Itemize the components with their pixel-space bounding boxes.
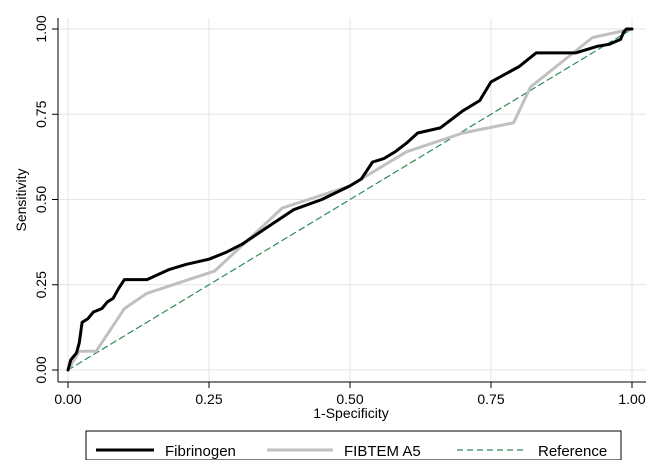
legend-label-fibtem-a5: FIBTEM A5: [344, 443, 421, 460]
x-tick-label: 0.50: [336, 391, 363, 407]
series-line-reference: [67, 28, 633, 371]
x-ticks: 0.00 0.25 0.50 0.75 1.00: [54, 382, 646, 407]
legend-label-fibrinogen: Fibrinogen: [165, 443, 236, 460]
x-tick-label: 1.00: [618, 391, 645, 407]
x-tick-label: 0.00: [54, 391, 81, 407]
series-layer: [66, 27, 634, 372]
x-tick-label: 0.25: [195, 391, 222, 407]
legend: Fibrinogen FIBTEM A5 Reference: [85, 430, 622, 460]
y-ticks: 0.00 0.25 0.50 0.75 1.00: [33, 15, 58, 384]
y-tick-label: 0.50: [33, 186, 49, 213]
y-tick-label: 1.00: [33, 15, 49, 42]
x-axis-title: 1-Specificity: [313, 405, 388, 421]
y-tick-label: 0.75: [33, 100, 49, 127]
series-line-fibrinogen: [66, 27, 634, 372]
x-tick-label: 0.75: [477, 391, 504, 407]
y-tick-label: 0.25: [33, 271, 49, 298]
y-axis-title: Sensitivity: [13, 168, 29, 231]
series-line-fibtem-a5: [66, 27, 634, 372]
legend-box: [85, 430, 622, 460]
grid: [58, 18, 646, 382]
legend-label-reference: Reference: [538, 443, 607, 460]
y-tick-label: 0.00: [33, 356, 49, 383]
